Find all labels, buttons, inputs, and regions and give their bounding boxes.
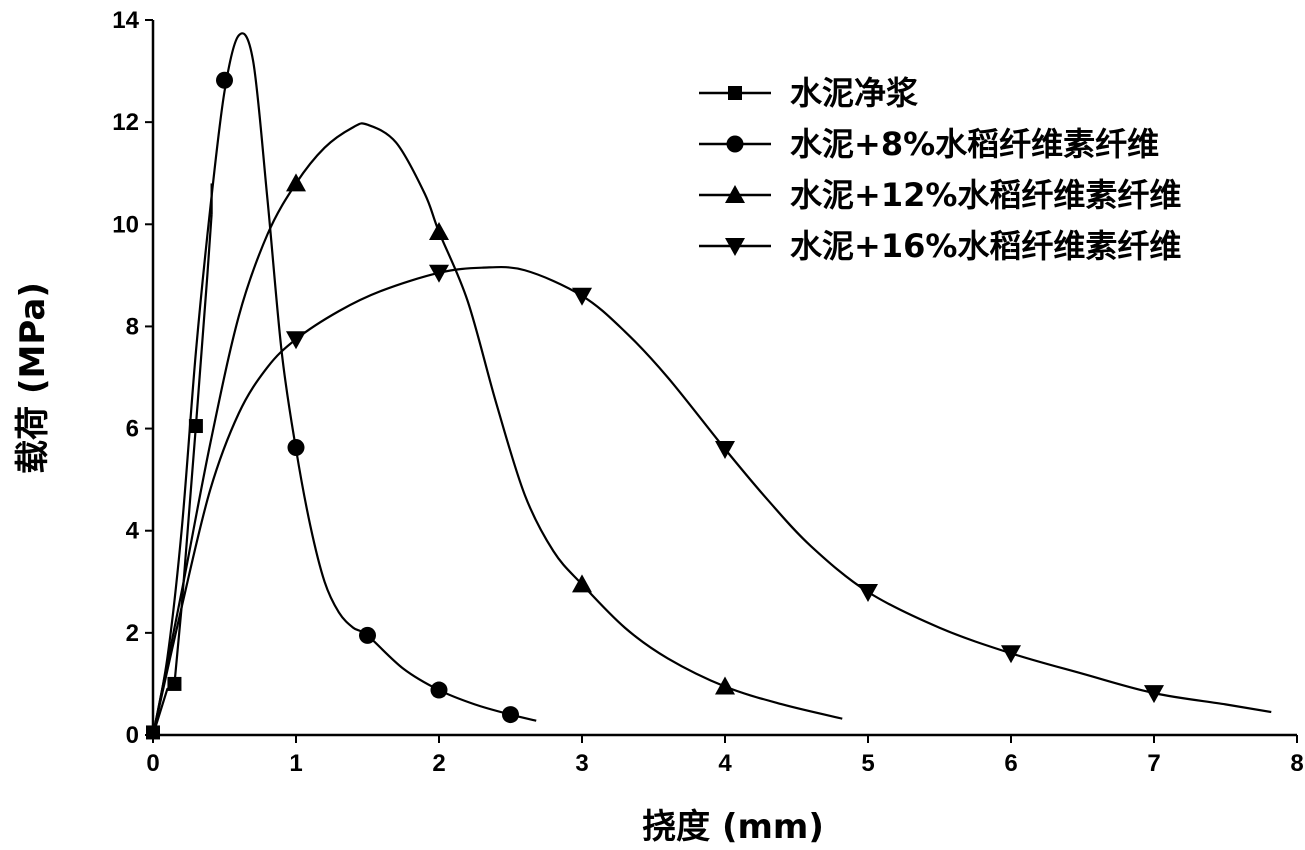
series-3-marker-2 [572, 287, 592, 306]
x-tick-label-8: 8 [1290, 750, 1303, 777]
y-ticks: 0 2 4 6 8 10 12 14 [112, 7, 153, 749]
x-tick-label-0: 0 [146, 750, 159, 777]
series-3-marker-0 [286, 331, 306, 350]
legend-item-0: 水泥净浆 [699, 74, 918, 112]
y-tick-label-3: 6 [126, 416, 139, 443]
y-tick-label-2: 4 [126, 518, 140, 545]
series-1-marker-2 [359, 626, 376, 644]
series-0-marker-2 [188, 419, 203, 434]
x-tick-label-5: 5 [861, 750, 874, 777]
y-tick-label-4: 8 [126, 313, 139, 340]
legend-marker-0 [728, 86, 742, 100]
series-1-marker-3 [430, 681, 448, 699]
legend-label-2: 水泥+12%水稻纤维素纤维 [790, 176, 1181, 214]
legend: 水泥净浆水泥+8%水稻纤维素纤维水泥+12%水稻纤维素纤维水泥+16%水稻纤维素… [699, 74, 1181, 265]
y-tick-label-7: 14 [112, 7, 139, 34]
legend-label-3: 水泥+16%水稻纤维素纤维 [790, 227, 1181, 265]
y-tick-label-1: 2 [126, 620, 139, 647]
legend-item-3: 水泥+16%水稻纤维素纤维 [699, 227, 1181, 265]
legend-marker-1 [726, 135, 744, 153]
series-line-2 [151, 122, 843, 736]
series-1-marker-0 [216, 71, 233, 89]
x-tick-label-3: 3 [575, 750, 588, 777]
series-3-marker-6 [1144, 685, 1164, 704]
series-1 [151, 32, 537, 736]
series-3-marker-5 [1001, 645, 1021, 664]
series-line-1 [151, 32, 537, 736]
series-group [146, 32, 1272, 740]
series-line-3 [151, 265, 1272, 736]
series-2-marker-2 [572, 574, 592, 593]
x-tick-label-6: 6 [1004, 750, 1017, 777]
x-tick-label-4: 4 [718, 750, 732, 777]
x-axis-title: 挠度 (mm) [642, 807, 824, 847]
x-tick-label-2: 2 [432, 750, 445, 777]
series-3-marker-4 [858, 584, 878, 602]
y-tick-label-0: 0 [126, 722, 139, 749]
legend-item-2: 水泥+12%水稻纤维素纤维 [699, 176, 1181, 214]
legend-marker-2 [725, 185, 745, 203]
series-2-marker-1 [429, 221, 449, 240]
x-tick-label-1: 1 [289, 750, 302, 777]
series-3-marker-3 [715, 441, 735, 459]
series-line-0 [151, 213, 213, 736]
x-tick-label-7: 7 [1147, 750, 1160, 777]
series-3 [151, 264, 1272, 736]
series-0-marker-1 [167, 676, 182, 691]
x-ticks: 0 1 2 3 4 5 6 7 8 [146, 735, 1304, 777]
series-2 [151, 122, 843, 736]
legend-label-0: 水泥净浆 [790, 74, 918, 112]
legend-marker-3 [725, 238, 745, 256]
series-2-marker-0 [286, 173, 306, 192]
legend-item-1: 水泥+8%水稻纤维素纤维 [699, 125, 1159, 163]
series-1-marker-1 [287, 438, 305, 456]
y-axis-title: 载荷 (MPa) [13, 282, 53, 474]
series-0 [146, 183, 213, 740]
series-1-marker-4 [502, 706, 519, 724]
series-2-marker-3 [715, 676, 735, 695]
series-3-marker-1 [429, 264, 449, 283]
y-tick-label-5: 10 [112, 211, 139, 238]
y-tick-label-6: 12 [112, 109, 139, 136]
legend-label-1: 水泥+8%水稻纤维素纤维 [790, 125, 1159, 163]
